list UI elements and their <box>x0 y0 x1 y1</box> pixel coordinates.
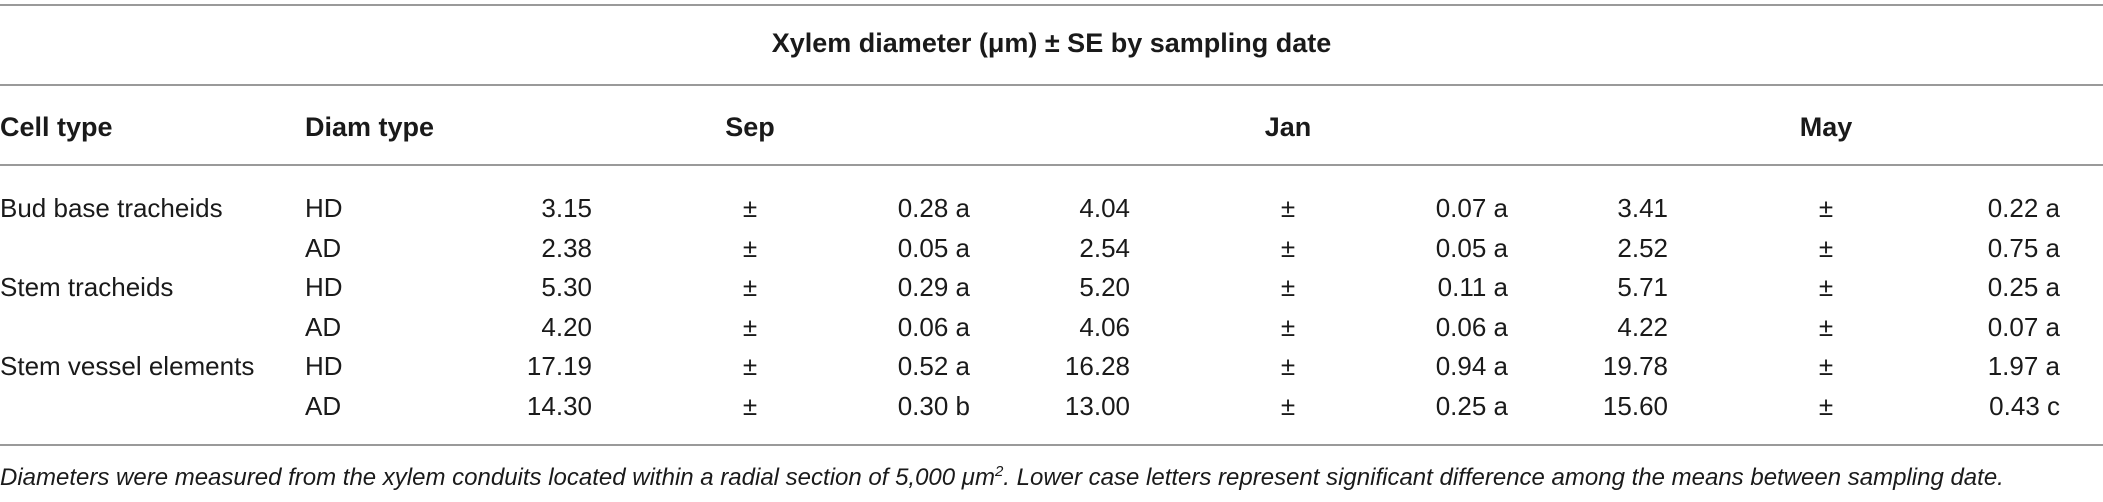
table-top-rule <box>0 4 2103 6</box>
cell-diam-type: HD <box>305 193 343 223</box>
cell-pm: ± <box>1280 272 1296 302</box>
cell-may-mean: 4.22 <box>1617 311 1668 342</box>
cell-sep-se: 0.52 a <box>897 351 970 381</box>
header-cell-type: Cell type <box>0 112 113 142</box>
footnote-text-rest: . Lower case letters represent significa… <box>1003 464 2004 491</box>
cell-jan-se: 0.05 a <box>1435 232 1508 263</box>
cell-pm: ± <box>1280 311 1296 342</box>
cell-jan-mean: 4.04 <box>1079 193 1130 223</box>
cell-jan-mean: 2.54 <box>1079 232 1130 263</box>
header-may: May <box>1799 112 1853 142</box>
cell-diam-type: AD <box>305 311 342 342</box>
cell-pm: ± <box>1280 390 1296 421</box>
cell-jan-mean: 4.06 <box>1079 311 1130 342</box>
cell-cell-type: Stem tracheids <box>0 272 174 302</box>
cell-diam-type: AD <box>305 390 342 421</box>
cell-jan-mean: 5.20 <box>1079 272 1130 302</box>
cell-pm: ± <box>1818 351 1834 381</box>
cell-pm: ± <box>1818 390 1834 421</box>
cell-may-se: 0.43 c <box>1989 390 2060 421</box>
title-rule <box>0 84 2103 86</box>
cell-sep-mean: 3.15 <box>541 193 592 223</box>
cell-pm: ± <box>1818 193 1834 223</box>
header-diam-type: Diam type <box>305 112 435 142</box>
cell-diam-type: AD <box>305 232 342 263</box>
footnote-superscript: 2 <box>994 463 1004 480</box>
cell-pm: ± <box>742 351 758 381</box>
cell-sep-mean: 5.30 <box>541 272 592 302</box>
cell-sep-se: 0.29 a <box>897 272 970 302</box>
cell-may-mean: 15.60 <box>1602 390 1668 421</box>
cell-sep-se: 0.05 a <box>897 232 970 263</box>
cell-jan-mean: 13.00 <box>1064 390 1130 421</box>
cell-cell-type: Stem vessel elements <box>0 351 255 381</box>
cell-pm: ± <box>1280 232 1296 263</box>
cell-jan-se: 0.11 a <box>1437 272 1508 302</box>
cell-may-se: 0.07 a <box>1987 311 2060 342</box>
cell-sep-mean: 14.30 <box>526 390 592 421</box>
cell-jan-se: 0.06 a <box>1435 311 1508 342</box>
cell-sep-mean: 4.20 <box>541 311 592 342</box>
footnote: Diameters were measured from the xylem c… <box>0 463 2004 492</box>
cell-pm: ± <box>742 193 758 223</box>
cell-may-mean: 5.71 <box>1617 272 1668 302</box>
cell-pm: ± <box>1280 351 1296 381</box>
cell-may-se: 0.25 a <box>1987 272 2060 302</box>
cell-pm: ± <box>742 311 758 342</box>
table-title: Xylem diameter (μm) ± SE by sampling dat… <box>771 28 1332 58</box>
cell-jan-se: 0.07 a <box>1435 193 1508 223</box>
cell-sep-mean: 17.19 <box>526 351 592 381</box>
cell-sep-se: 0.30 b <box>897 390 970 421</box>
cell-may-se: 1.97 a <box>1987 351 2060 381</box>
cell-sep-se: 0.28 a <box>897 193 970 223</box>
header-jan: Jan <box>1264 112 1312 142</box>
cell-sep-mean: 2.38 <box>541 232 592 263</box>
cell-may-se: 0.75 a <box>1987 232 2060 263</box>
cell-pm: ± <box>742 272 758 302</box>
cell-diam-type: HD <box>305 272 343 302</box>
header-sep: Sep <box>725 112 775 142</box>
cell-may-mean: 19.78 <box>1602 351 1668 381</box>
cell-sep-se: 0.06 a <box>897 311 970 342</box>
cell-may-mean: 3.41 <box>1617 193 1668 223</box>
cell-jan-se: 0.94 a <box>1435 351 1508 381</box>
cell-pm: ± <box>1280 193 1296 223</box>
footnote-text: Diameters were measured from the xylem c… <box>0 464 995 491</box>
cell-pm: ± <box>1818 272 1834 302</box>
bottom-rule <box>0 444 2103 446</box>
cell-pm: ± <box>742 390 758 421</box>
cell-may-se: 0.22 a <box>1987 193 2060 223</box>
cell-may-mean: 2.52 <box>1617 232 1668 263</box>
cell-pm: ± <box>1818 232 1834 263</box>
cell-diam-type: HD <box>305 351 343 381</box>
cell-cell-type: Bud base tracheids <box>0 193 223 223</box>
cell-jan-se: 0.25 a <box>1435 390 1508 421</box>
cell-pm: ± <box>1818 311 1834 342</box>
header-rule <box>0 164 2103 166</box>
cell-pm: ± <box>742 232 758 263</box>
cell-jan-mean: 16.28 <box>1064 351 1130 381</box>
